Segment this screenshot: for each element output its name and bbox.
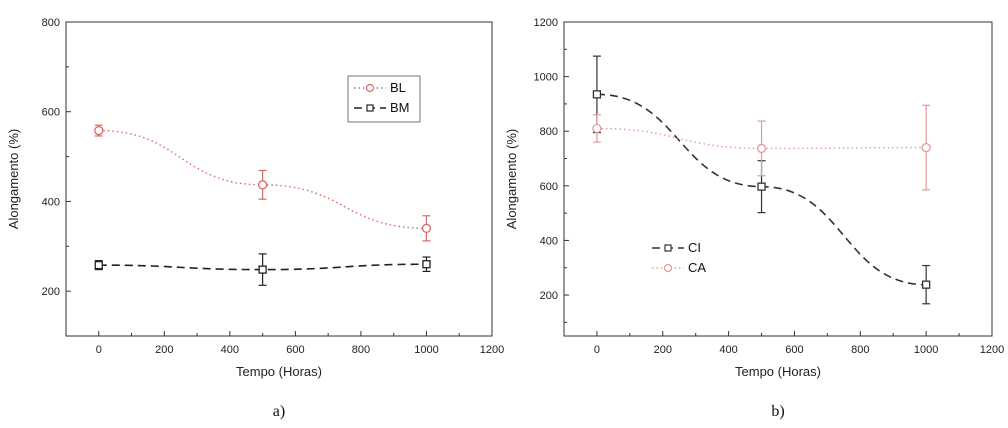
x-tick-label: 600 bbox=[286, 344, 304, 356]
y-tick-label: 1200 bbox=[534, 17, 558, 29]
data-point-ci bbox=[922, 280, 931, 289]
y-tick-label: 400 bbox=[540, 235, 558, 247]
y-tick-label: 600 bbox=[540, 181, 558, 193]
plot-frame bbox=[65, 21, 493, 337]
chart-b: 0 200 400 600 800 1000 1200 200 400 600 800 1000 120… bbox=[504, 17, 1004, 420]
x-tick-label: 1200 bbox=[980, 344, 1004, 356]
y-tick-label: 200 bbox=[42, 286, 60, 298]
y-tick-label: 800 bbox=[540, 126, 558, 138]
data-point-bl bbox=[94, 125, 104, 136]
legend-marker bbox=[663, 263, 673, 273]
chart-a: 0 200 400 600 800 1000 1200 200 400 600 800 Tempo (… bbox=[6, 17, 504, 420]
data-point-bl bbox=[421, 223, 432, 233]
legend: CI CA bbox=[652, 240, 706, 275]
y-tick-label: 200 bbox=[540, 290, 558, 302]
panel-label: b) bbox=[771, 403, 784, 420]
x-tick-label: 1200 bbox=[480, 344, 504, 356]
x-tick-label: 200 bbox=[654, 344, 672, 356]
legend-label: CI bbox=[688, 240, 701, 255]
legend-label: CA bbox=[688, 260, 706, 275]
data-point-ca bbox=[921, 142, 931, 153]
y-axis-label: Alongamento (%) bbox=[6, 129, 21, 229]
x-tick-label: 200 bbox=[155, 344, 173, 356]
x-tick-label: 400 bbox=[221, 344, 239, 356]
x-tick-label: 800 bbox=[352, 344, 370, 356]
data-point-ca bbox=[592, 123, 602, 134]
x-axis-label: Tempo (Horas) bbox=[236, 364, 322, 379]
legend-label: BL bbox=[390, 80, 406, 95]
y-tick-label: 600 bbox=[42, 107, 60, 119]
x-tick-label: 0 bbox=[594, 344, 600, 356]
data-point-bl bbox=[257, 180, 268, 190]
data-point-ci bbox=[592, 90, 602, 99]
data-point-bm bbox=[258, 265, 267, 274]
legend-label: BM bbox=[390, 100, 410, 115]
x-tick-label: 800 bbox=[851, 344, 869, 356]
legend-box bbox=[347, 75, 421, 123]
plot-frame bbox=[563, 21, 993, 337]
data-point-ca bbox=[756, 143, 767, 154]
x-tick-label: 1000 bbox=[914, 344, 938, 356]
legend-marker bbox=[366, 104, 374, 112]
x-axis-label: Tempo (Horas) bbox=[735, 364, 821, 379]
legend-marker bbox=[365, 83, 375, 93]
data-point-bm bbox=[422, 260, 431, 269]
x-tick-label: 600 bbox=[785, 344, 803, 356]
data-point-ci bbox=[757, 182, 766, 191]
y-tick-label: 800 bbox=[42, 17, 60, 29]
y-tick-label: 400 bbox=[42, 196, 60, 208]
series-line-bm bbox=[98, 263, 427, 271]
y-tick-label: 1000 bbox=[534, 72, 558, 84]
x-tick-label: 0 bbox=[96, 344, 102, 356]
x-tick-label: 400 bbox=[719, 344, 737, 356]
x-tick-label: 1000 bbox=[414, 344, 438, 356]
panel-label: a) bbox=[273, 403, 285, 420]
data-point-bm bbox=[94, 260, 103, 270]
legend: BL BM bbox=[347, 75, 421, 123]
y-axis-label: Alongamento (%) bbox=[504, 129, 519, 229]
legend-marker bbox=[664, 244, 672, 252]
